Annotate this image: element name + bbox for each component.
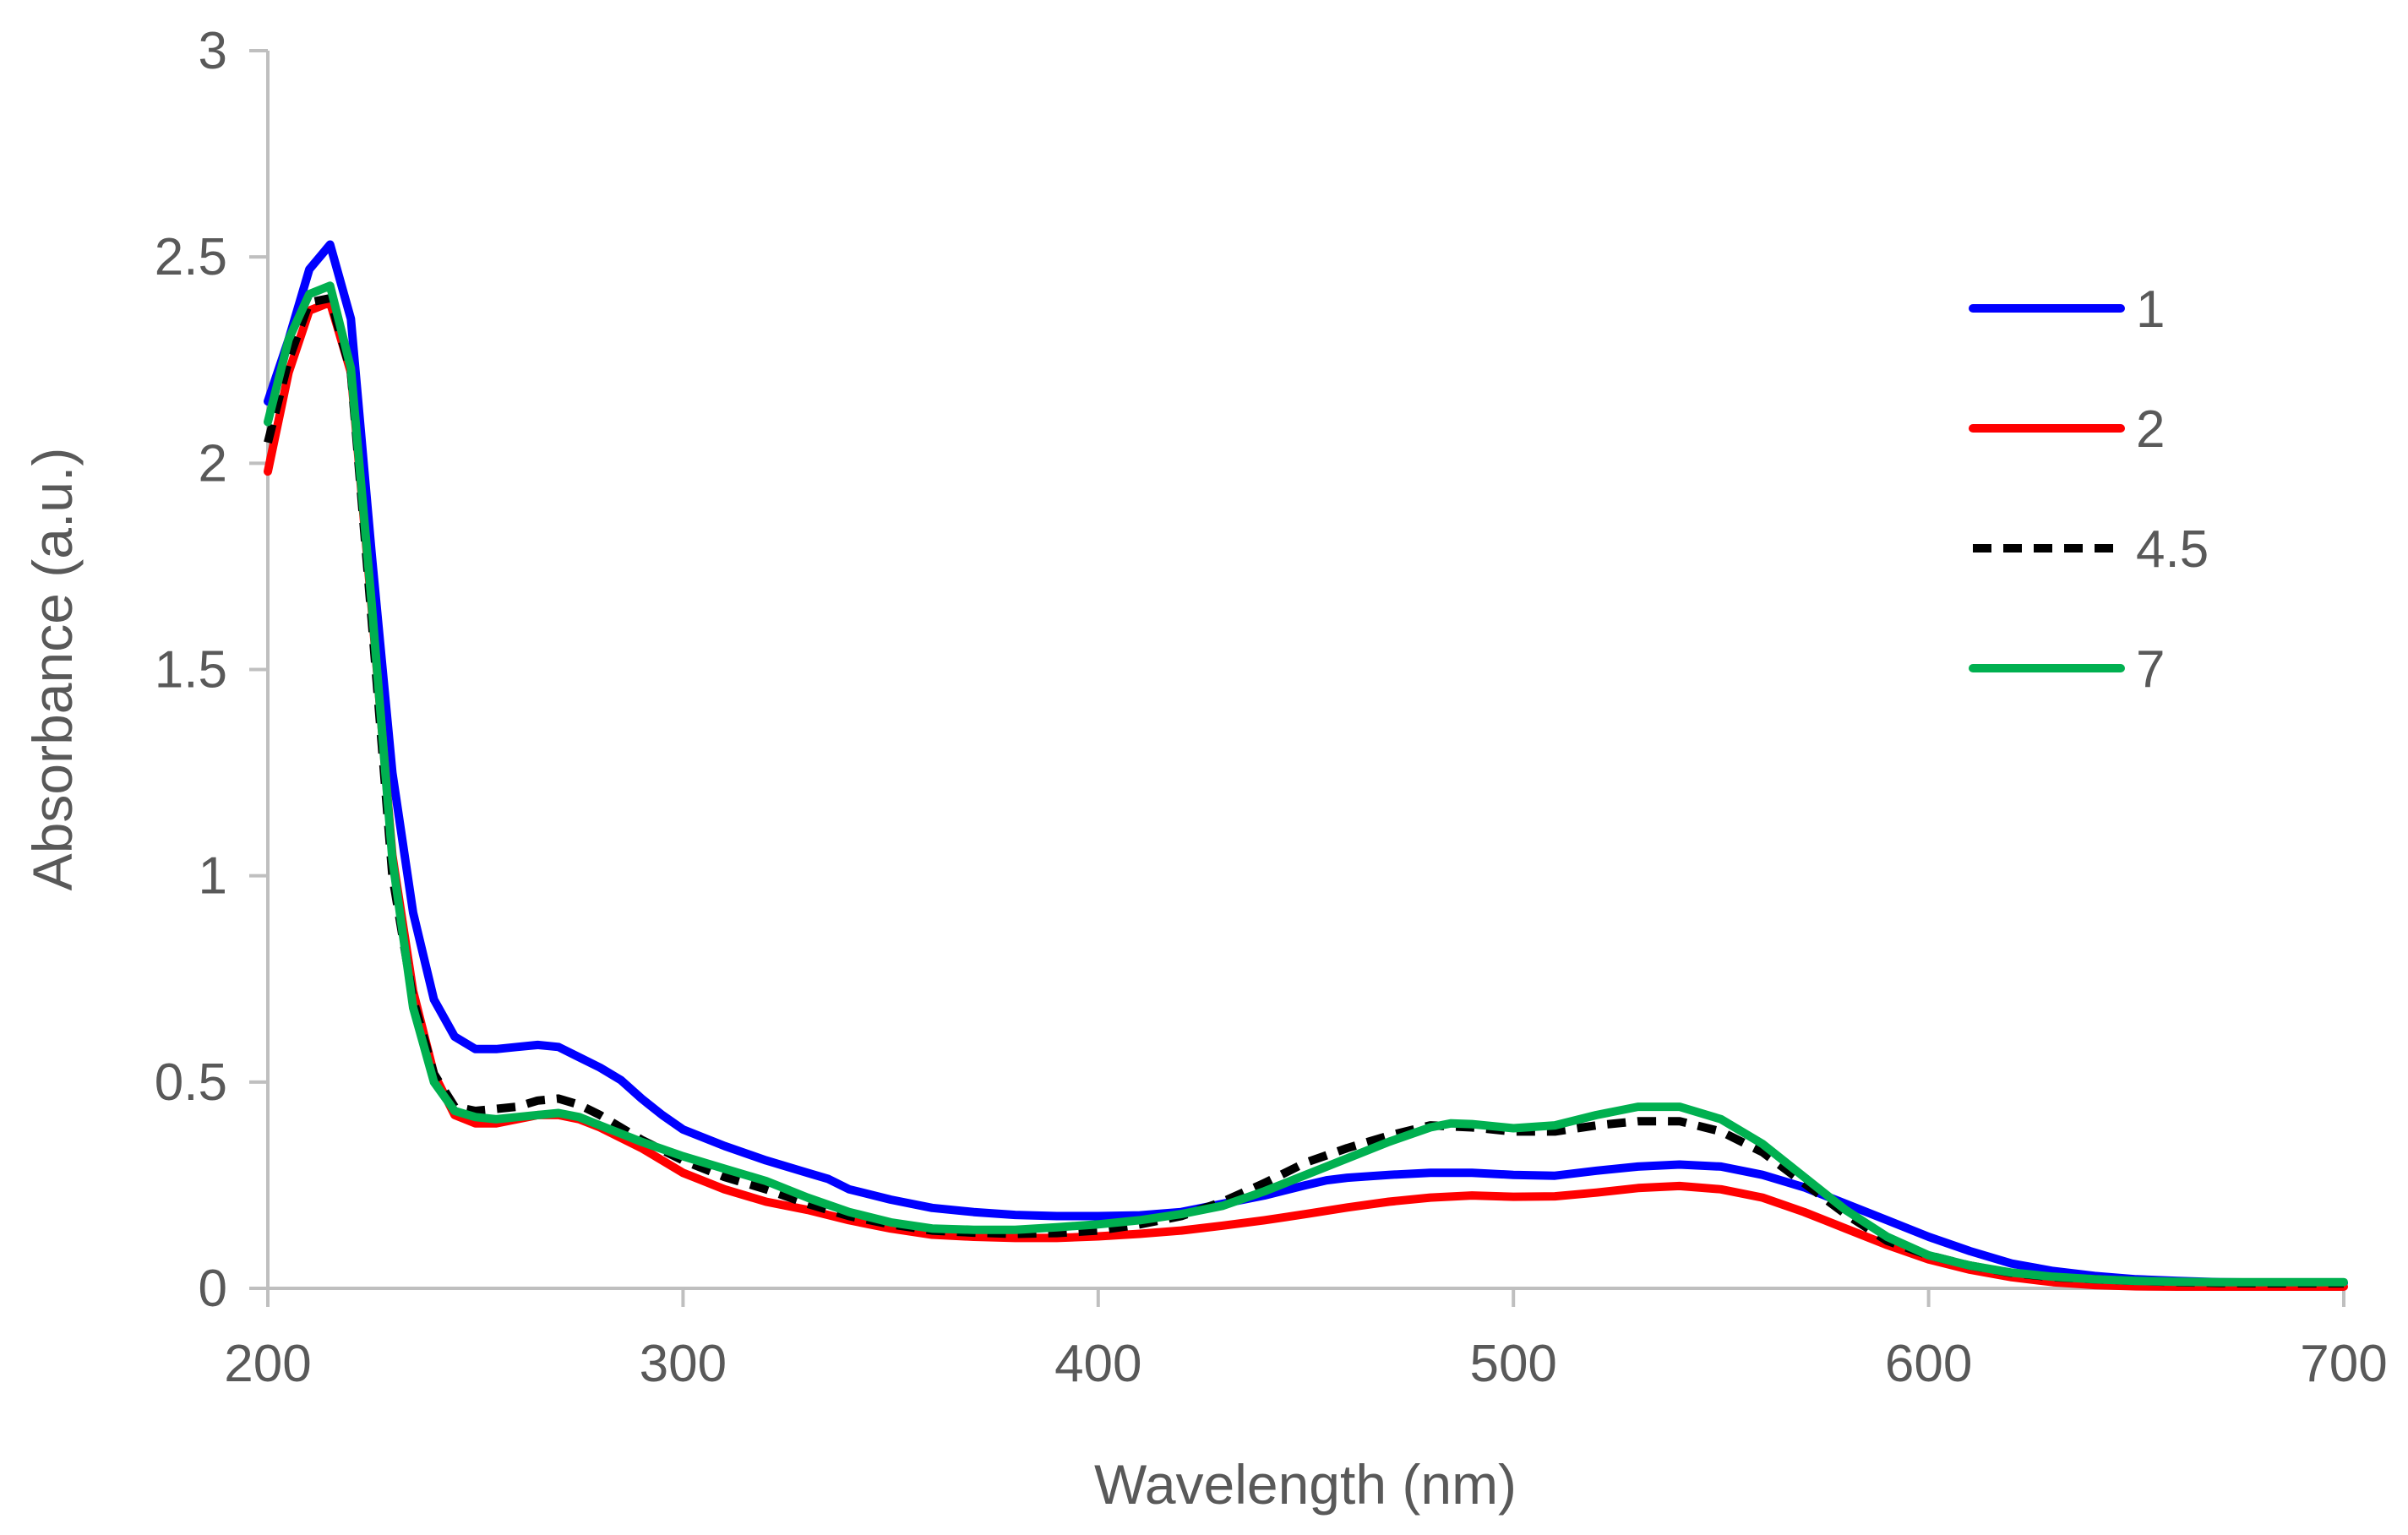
y-tick-label: 0 <box>199 1260 227 1318</box>
y-tick-label: 0.5 <box>155 1053 227 1112</box>
series-line-4-5 <box>264 294 2344 1288</box>
series-line-1 <box>264 240 2348 1287</box>
x-tick-label: 200 <box>224 1335 311 1393</box>
legend-label-2: 2 <box>2136 400 2165 459</box>
y-ticks: 0 0.5 1 1.5 2 2.5 3 <box>155 22 268 1318</box>
legend-label-1: 1 <box>2136 280 2165 339</box>
x-ticks: 200 300 400 500 600 700 <box>224 1288 2388 1393</box>
y-axis-title: Absorbance (a.u.) <box>21 448 84 891</box>
legend-label-7: 7 <box>2136 640 2165 699</box>
x-axis-title: Wavelength (nm) <box>1094 1453 1517 1516</box>
y-tick-label: 2.5 <box>155 228 227 286</box>
series-line-2 <box>264 297 2348 1291</box>
legend-label-4-5: 4.5 <box>2136 520 2209 579</box>
series-line-7 <box>264 281 2348 1287</box>
y-tick-label: 1.5 <box>155 641 227 699</box>
series-lines <box>264 240 2348 1291</box>
x-tick-label: 400 <box>1054 1335 1141 1393</box>
x-tick-label: 500 <box>1469 1335 1556 1393</box>
x-tick-label: 600 <box>1885 1335 1972 1393</box>
y-tick-label: 1 <box>199 847 227 906</box>
y-tick-label: 3 <box>199 22 227 80</box>
x-tick-label: 300 <box>640 1335 727 1393</box>
legend: 124.57 <box>1969 280 2209 699</box>
y-tick-label: 2 <box>199 434 227 493</box>
x-tick-label: 700 <box>2300 1335 2387 1393</box>
